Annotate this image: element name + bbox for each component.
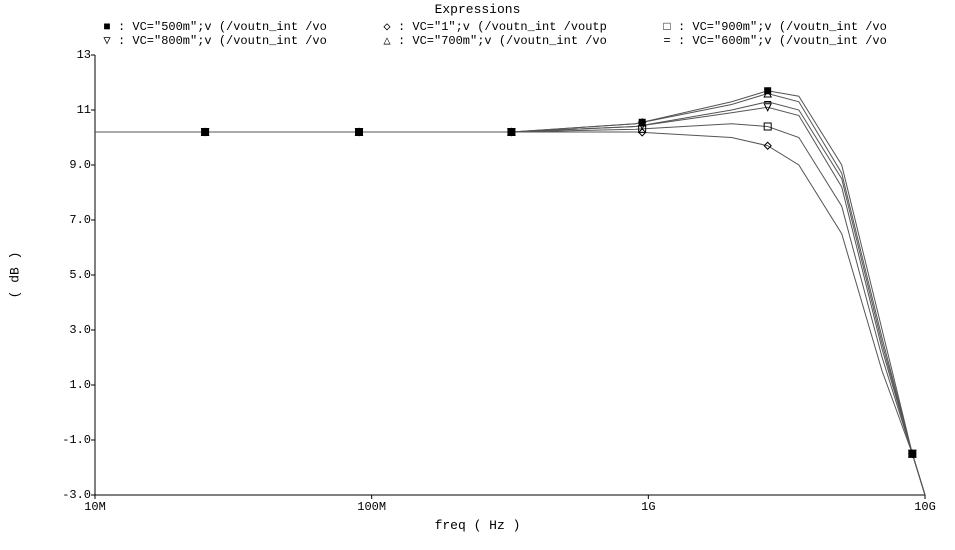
chart-container: Expressions ■ : VC="500m";v (/voutn_int /… xyxy=(0,0,955,550)
legend-label: : VC="900m";v (/voutn_int /vo xyxy=(678,20,887,34)
legend-item: △ : VC="700m";v (/voutn_int /vo xyxy=(380,34,660,48)
legend-item: ▽ : VC="800m";v (/voutn_int /vo xyxy=(100,34,380,48)
x-tick: 1G xyxy=(618,500,678,514)
y-axis-label: ( dB ) xyxy=(8,252,23,299)
legend-item: = : VC="600m";v (/voutn_int /vo xyxy=(660,34,940,48)
legend-label: : VC="700m";v (/voutn_int /vo xyxy=(398,34,607,48)
dash-icon: = xyxy=(660,34,674,48)
chart-title: Expressions xyxy=(0,2,955,17)
x-tick: 10G xyxy=(895,500,955,514)
diamond-icon: ◇ xyxy=(380,20,394,34)
x-tick: 10M xyxy=(65,500,125,514)
y-tick: 11 xyxy=(55,103,91,117)
square-solid-icon: ■ xyxy=(100,20,114,34)
y-tick: -1.0 xyxy=(55,433,91,447)
legend-label: : VC="800m";v (/voutn_int /vo xyxy=(118,34,327,48)
y-tick: 1.0 xyxy=(55,378,91,392)
y-tick: 7.0 xyxy=(55,213,91,227)
square-icon: □ xyxy=(660,20,674,34)
plot-area xyxy=(95,55,925,495)
triangle-down-icon: ▽ xyxy=(100,34,114,48)
legend-label: : VC="1";v (/voutn_int /voutp xyxy=(398,20,607,34)
chart-legend: ■ : VC="500m";v (/voutn_int /vo ◇ : VC="1";… xyxy=(100,20,950,48)
x-tick: 100M xyxy=(342,500,402,514)
legend-item: □ : VC="900m";v (/voutn_int /vo xyxy=(660,20,940,34)
legend-item: ◇ : VC="1";v (/voutn_int /voutp xyxy=(380,20,660,34)
y-tick: 13 xyxy=(55,48,91,62)
y-tick: 3.0 xyxy=(55,323,91,337)
plot-svg xyxy=(95,55,925,495)
legend-label: : VC="500m";v (/voutn_int /vo xyxy=(118,20,327,34)
x-axis-label: freq ( Hz ) xyxy=(0,518,955,533)
legend-item: ■ : VC="500m";v (/voutn_int /vo xyxy=(100,20,380,34)
y-tick: 5.0 xyxy=(55,268,91,282)
triangle-up-icon: △ xyxy=(380,34,394,48)
y-tick: 9.0 xyxy=(55,158,91,172)
legend-label: : VC="600m";v (/voutn_int /vo xyxy=(678,34,887,48)
